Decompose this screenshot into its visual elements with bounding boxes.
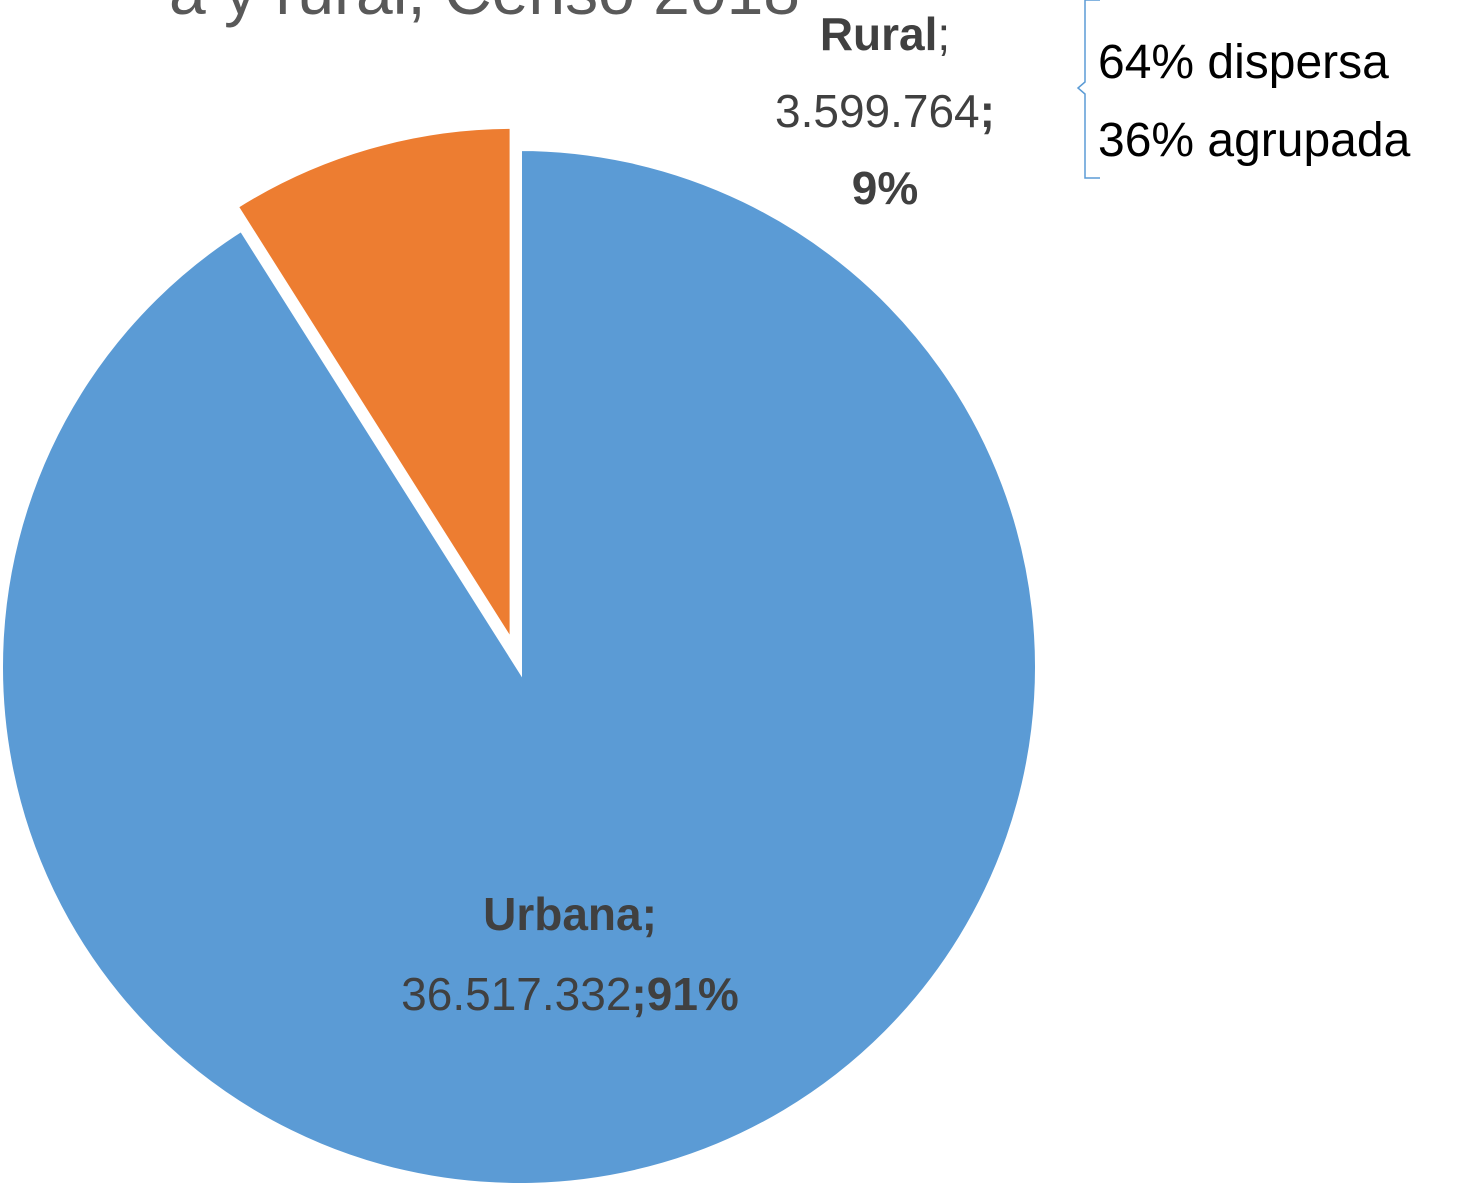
data-label-part: ;	[937, 8, 950, 60]
annotation: 64% dispersa	[1098, 36, 1389, 89]
chart-title: a y rural, Censo 2018	[169, 0, 800, 28]
data-label: Urbana;	[483, 888, 657, 940]
data-label: 36.517.332;91%	[401, 968, 739, 1020]
data-label-part: 3.599.764	[775, 85, 980, 137]
data-label-part: ;	[642, 888, 657, 940]
data-label-part: ;	[631, 968, 646, 1020]
data-label-part: Urbana	[483, 888, 642, 940]
data-label-part: 36.517.332	[401, 968, 631, 1020]
data-label: Rural;	[820, 8, 950, 60]
annotation-bracket	[1076, 0, 1100, 179]
data-label-part: ;	[980, 85, 995, 137]
data-label-part: 9%	[852, 162, 918, 214]
pie-slice	[231, 122, 516, 656]
data-label: 9%	[852, 162, 918, 214]
pie-slice	[0, 144, 1041, 1185]
annotation: 36% agrupada	[1098, 114, 1411, 167]
data-label-part: 91%	[647, 968, 739, 1020]
data-label: 3.599.764;	[775, 85, 995, 137]
data-label-part: Rural	[820, 8, 938, 60]
